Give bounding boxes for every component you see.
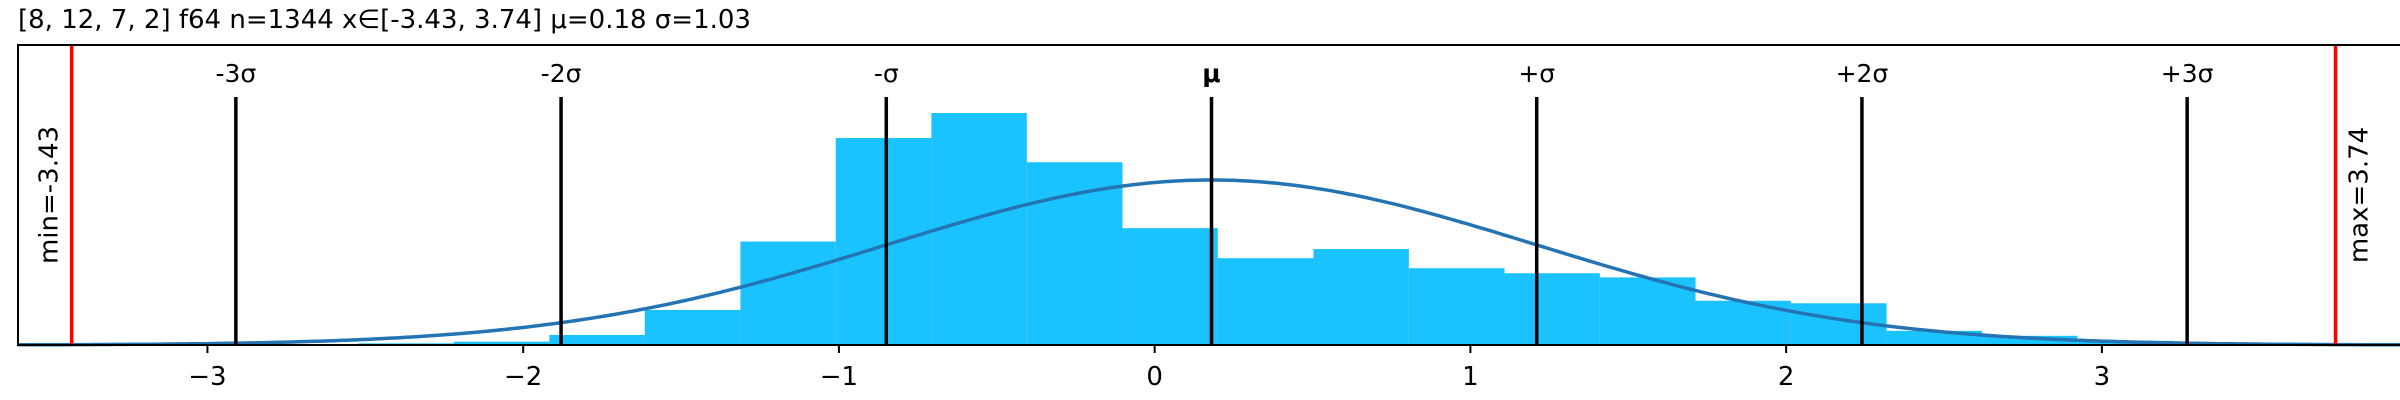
max-label: max=3.74 bbox=[2345, 127, 2375, 263]
histogram-bars bbox=[71, 113, 2269, 345]
histogram-bar bbox=[1122, 228, 1218, 345]
sigma-label: -2σ bbox=[541, 59, 582, 88]
x-tick-label: −2 bbox=[504, 362, 542, 392]
sigma-label: -3σ bbox=[215, 59, 256, 88]
histogram-bar bbox=[1408, 268, 1505, 345]
histogram-bar bbox=[1981, 335, 2078, 345]
histogram-bar bbox=[931, 113, 1027, 345]
sigma-label: μ bbox=[1202, 59, 1220, 88]
histogram-bar bbox=[740, 241, 836, 345]
sigma-label: -σ bbox=[874, 59, 899, 88]
sigma-label: +3σ bbox=[2161, 59, 2214, 88]
sigma-label: +σ bbox=[1518, 59, 1555, 88]
chart-header-summary: [8, 12, 7, 2] f64 n=1344 x∈[-3.43, 3.74]… bbox=[18, 5, 751, 35]
histogram-bar bbox=[1599, 277, 1696, 345]
x-tick-label: 3 bbox=[2094, 362, 2111, 392]
histogram-bar bbox=[549, 334, 645, 345]
histogram-bar bbox=[1313, 249, 1409, 345]
histogram-bar bbox=[453, 341, 550, 345]
x-tick-label: 1 bbox=[1462, 362, 1479, 392]
axes: −3 −2 −1 0 1 2 3 bbox=[17, 44, 2400, 392]
x-tick-label: −3 bbox=[188, 362, 226, 392]
min-max-lines: min=-3.43 max=3.74 bbox=[35, 45, 2375, 345]
x-tick-label: 2 bbox=[1778, 362, 1795, 392]
plot-frame bbox=[17, 44, 2400, 346]
histogram-bar bbox=[1217, 258, 1314, 345]
sigma-label: +2σ bbox=[1836, 59, 1889, 88]
histogram-bar bbox=[644, 309, 741, 345]
x-tick-label: −1 bbox=[820, 362, 858, 392]
x-tick-label: 0 bbox=[1146, 362, 1163, 392]
min-label: min=-3.43 bbox=[35, 126, 65, 264]
histogram-bar bbox=[835, 138, 932, 345]
sigma-lines: -3σ -2σ -σ μ +σ +2σ +3σ bbox=[215, 59, 2214, 345]
histogram-bar bbox=[1504, 273, 1600, 345]
